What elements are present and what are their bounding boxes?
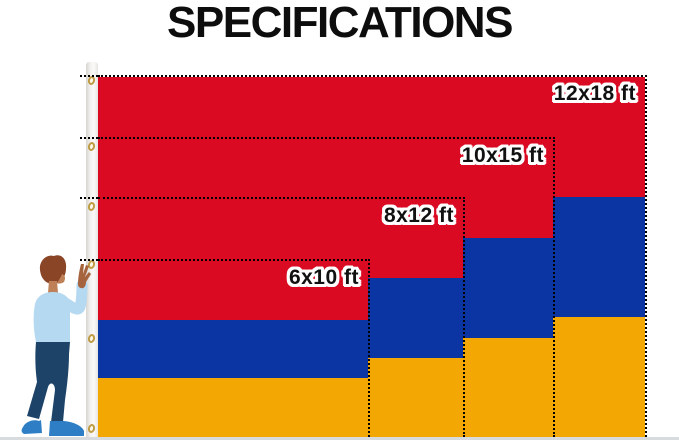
size-label-10x15: 10x15 ft <box>461 144 544 167</box>
orange-stripe <box>98 378 368 438</box>
person-illustration <box>21 255 91 436</box>
flag-pole-sleeve <box>86 62 98 437</box>
ground-line <box>0 437 679 440</box>
flag-6x10: 6x10 ft <box>80 259 370 438</box>
page-title: SPECIFICATIONS <box>167 0 513 47</box>
size-label-6x10: 6x10 ft <box>288 266 359 289</box>
grommet-icon <box>87 141 96 152</box>
red-stripe <box>98 261 368 320</box>
size-label-12x18: 12x18 ft <box>553 82 636 105</box>
grommet-icon <box>87 201 96 212</box>
blue-stripe <box>98 319 368 379</box>
size-label-8x12: 8x12 ft <box>383 204 454 227</box>
